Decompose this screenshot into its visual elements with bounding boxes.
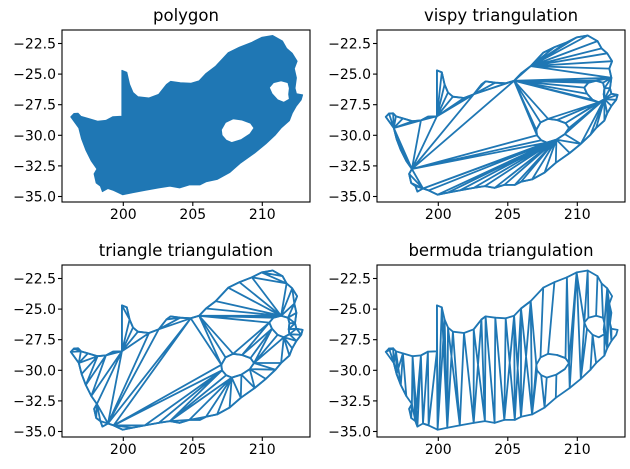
y-tick-label: −27.5 bbox=[13, 333, 56, 349]
y-tick-label: −32.5 bbox=[13, 394, 56, 410]
y-tick-label: −30.0 bbox=[328, 363, 371, 379]
x-tick-label: 210 bbox=[564, 442, 591, 458]
triangulation-edges bbox=[69, 269, 304, 431]
subplot-bermuda-triangulation: bermuda triangulation 200 205 210 −22.5 −25.… bbox=[315, 235, 630, 469]
subplot-title-triangle: triangle triangulation bbox=[99, 241, 274, 260]
polygon-outline bbox=[384, 269, 619, 431]
y-tick-label: −27.5 bbox=[328, 333, 371, 349]
y-tick-label: −25.0 bbox=[328, 67, 371, 83]
x-tick-label: 210 bbox=[249, 207, 276, 223]
x-tick-label: 205 bbox=[179, 442, 206, 458]
polygon-outline bbox=[384, 34, 619, 196]
subplot-polygon: polygon 200 205 210 −22.5 −25.0 −27.5 −30.0 −32… bbox=[0, 0, 315, 235]
x-tick-label: 200 bbox=[425, 207, 452, 223]
y-tick-label: −22.5 bbox=[13, 272, 56, 288]
x-tick-label: 205 bbox=[179, 207, 206, 223]
subplot-title-polygon: polygon bbox=[153, 6, 219, 25]
x-tick-label: 210 bbox=[249, 442, 276, 458]
subplot-triangle-triangulation: triangle triangulation 200 205 210 −22.5 −25… bbox=[0, 235, 315, 469]
subplot-canvas-polygon: polygon 200 205 210 −22.5 −25.0 −27.5 −30.0 −32… bbox=[13, 6, 311, 223]
triangulation-edges bbox=[384, 34, 619, 196]
y-tick-label: −22.5 bbox=[328, 272, 371, 288]
y-tick-label: −25.0 bbox=[13, 67, 56, 83]
x-tick-label: 200 bbox=[110, 442, 137, 458]
y-tick-label: −32.5 bbox=[328, 159, 371, 175]
x-tick-label: 205 bbox=[494, 442, 521, 458]
filled-polygon bbox=[70, 35, 304, 196]
y-tick-label: −27.5 bbox=[13, 98, 56, 114]
subplot-title-vispy: vispy triangulation bbox=[424, 6, 578, 25]
triangulation-edges bbox=[384, 269, 613, 431]
y-tick-label: −22.5 bbox=[328, 37, 371, 53]
y-tick-label: −27.5 bbox=[328, 98, 371, 114]
axes-frame bbox=[376, 264, 626, 438]
y-tick-label: −35.0 bbox=[328, 190, 371, 206]
y-tick-label: −22.5 bbox=[13, 37, 56, 53]
y-tick-label: −30.0 bbox=[13, 363, 56, 379]
x-tick-label: 200 bbox=[425, 442, 452, 458]
y-tick-label: −30.0 bbox=[328, 128, 371, 144]
y-tick-label: −35.0 bbox=[328, 425, 371, 441]
subplot-vispy-triangulation: vispy triangulation 200 205 210 −22.5 −25.0 −… bbox=[315, 0, 630, 235]
y-tick-label: −30.0 bbox=[13, 128, 56, 144]
y-tick-label: −32.5 bbox=[328, 394, 371, 410]
y-tick-label: −35.0 bbox=[13, 190, 56, 206]
x-tick-label: 205 bbox=[494, 207, 521, 223]
y-tick-label: −25.0 bbox=[328, 302, 371, 318]
x-tick-label: 210 bbox=[564, 207, 591, 223]
axes-frame bbox=[376, 29, 626, 203]
subplot-canvas-vispy: vispy triangulation 200 205 210 −22.5 −25.0 −… bbox=[328, 6, 626, 223]
subplot-canvas-bermuda: bermuda triangulation 200 205 210 −22.5 −25.… bbox=[328, 241, 626, 458]
y-tick-label: −25.0 bbox=[13, 302, 56, 318]
subplot-canvas-triangle: triangle triangulation 200 205 210 −22.5 −25… bbox=[13, 241, 311, 458]
axes-frame bbox=[61, 264, 311, 438]
x-tick-label: 200 bbox=[110, 207, 137, 223]
polygon-outline bbox=[69, 269, 304, 431]
axes-frame bbox=[61, 29, 311, 203]
y-tick-label: −32.5 bbox=[13, 159, 56, 175]
subplot-title-bermuda: bermuda triangulation bbox=[408, 241, 593, 260]
y-tick-label: −35.0 bbox=[13, 425, 56, 441]
